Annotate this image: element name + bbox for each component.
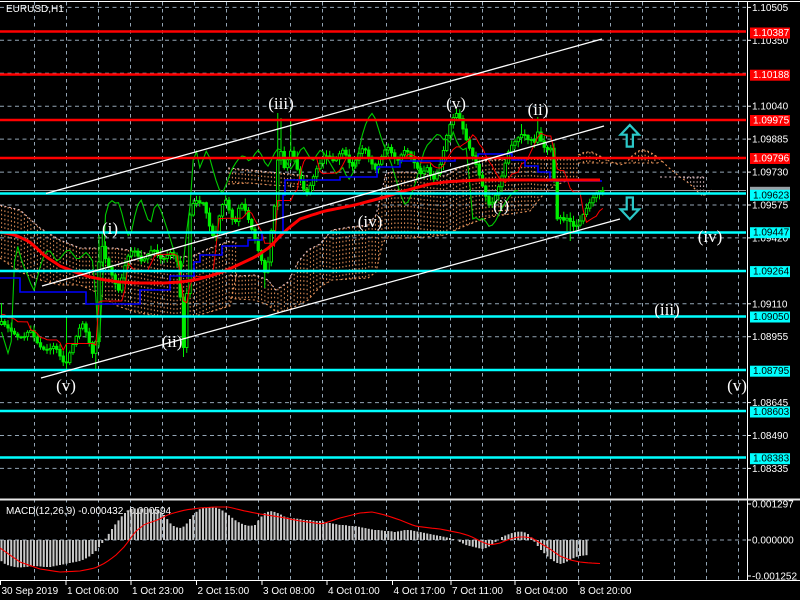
svg-text:4 Oct 01:00: 4 Oct 01:00 <box>328 586 380 597</box>
svg-text:30 Sep 2019: 30 Sep 2019 <box>2 586 59 597</box>
svg-text:1.10505: 1.10505 <box>752 3 789 14</box>
svg-text:(i): (i) <box>102 219 118 238</box>
svg-text:1.09623: 1.09623 <box>753 190 790 201</box>
svg-text:1.08955: 1.08955 <box>752 332 789 343</box>
svg-text:1.09050: 1.09050 <box>753 312 790 323</box>
svg-text:1.10040: 1.10040 <box>752 102 789 113</box>
svg-text:(ii): (ii) <box>528 100 549 119</box>
svg-text:EURUSD,H1: EURUSD,H1 <box>6 4 64 15</box>
svg-text:1 Oct 23:00: 1 Oct 23:00 <box>132 586 184 597</box>
svg-text:(i): (i) <box>493 196 509 215</box>
svg-text:(ii): (ii) <box>162 332 183 351</box>
svg-text:(iv): (iv) <box>698 227 723 246</box>
svg-text:3 Oct 08:00: 3 Oct 08:00 <box>263 586 315 597</box>
svg-text:(v): (v) <box>727 376 747 395</box>
svg-text:1.10188: 1.10188 <box>753 70 790 81</box>
svg-text:0.001297: 0.001297 <box>752 500 794 511</box>
svg-text:1.09885: 1.09885 <box>752 135 789 146</box>
svg-text:1.08490: 1.08490 <box>752 431 789 442</box>
svg-text:1.08645: 1.08645 <box>752 398 789 409</box>
svg-text:1.08795: 1.08795 <box>753 366 790 377</box>
svg-text:1.08335: 1.08335 <box>752 464 789 475</box>
svg-text:2 Oct 15:00: 2 Oct 15:00 <box>198 586 250 597</box>
svg-text:8 Oct 20:00: 8 Oct 20:00 <box>580 586 632 597</box>
svg-text:(iii): (iii) <box>268 94 294 113</box>
svg-text:4 Oct 17:00: 4 Oct 17:00 <box>394 586 446 597</box>
svg-text:8 Oct 04:00: 8 Oct 04:00 <box>516 586 568 597</box>
svg-text:(v): (v) <box>446 94 466 113</box>
svg-text:(v): (v) <box>56 376 76 395</box>
svg-text:-0.001252: -0.001252 <box>752 572 797 583</box>
svg-text:0.000000: 0.000000 <box>752 536 794 547</box>
svg-text:1.09730: 1.09730 <box>752 168 789 179</box>
svg-text:1.09420: 1.09420 <box>752 233 789 244</box>
svg-text:1.09796: 1.09796 <box>753 154 790 165</box>
svg-text:1.09975: 1.09975 <box>753 116 790 127</box>
svg-text:(iv): (iv) <box>358 212 383 231</box>
svg-text:1.09264: 1.09264 <box>753 267 790 278</box>
svg-text:1.09447: 1.09447 <box>753 228 790 239</box>
svg-text:MACD(12,26,9) -0.000432 -0.000: MACD(12,26,9) -0.000432 -0.000594 <box>6 506 172 517</box>
svg-text:1.08603: 1.08603 <box>753 407 790 418</box>
svg-text:(iii): (iii) <box>654 300 680 319</box>
svg-text:1 Oct 06:00: 1 Oct 06:00 <box>67 586 119 597</box>
svg-text:1.08383: 1.08383 <box>753 454 790 465</box>
svg-text:7 Oct 11:00: 7 Oct 11:00 <box>452 586 503 597</box>
svg-text:1.10387: 1.10387 <box>753 28 790 39</box>
svg-text:1.10350: 1.10350 <box>752 36 789 47</box>
svg-text:1.09575: 1.09575 <box>752 201 789 212</box>
svg-text:1.09110: 1.09110 <box>752 299 788 310</box>
